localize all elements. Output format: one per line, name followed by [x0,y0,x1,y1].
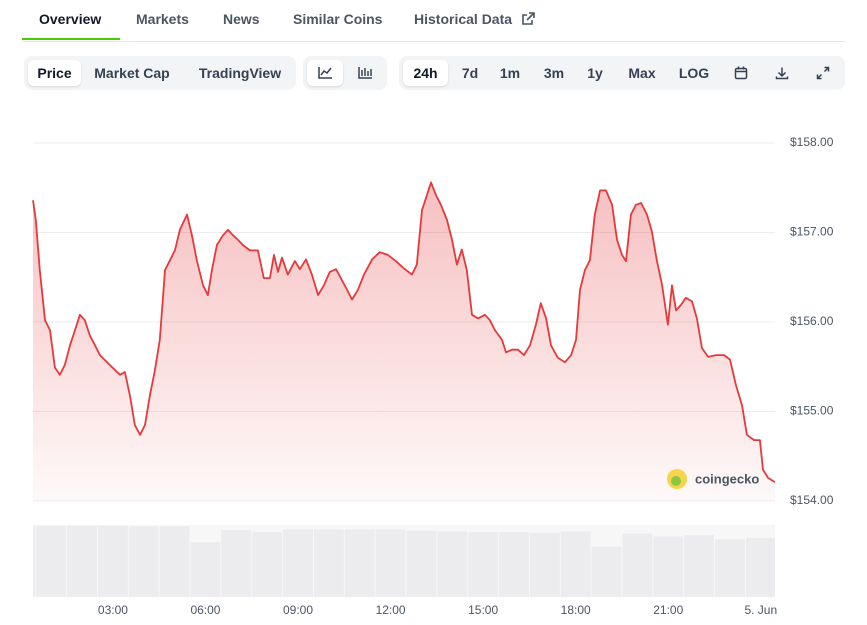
x-tick-label: 15:00 [468,603,498,617]
x-tick-label: 09:00 [283,603,313,617]
tab[interactable]: Overview [39,11,102,27]
volume-bar [745,537,775,597]
tab[interactable]: Similar Coins [293,11,383,27]
candle-chart-button[interactable] [347,60,383,86]
view-button[interactable]: TradingView [198,65,282,81]
tab[interactable]: Historical Data [414,11,513,27]
range-button[interactable]: 24h [403,60,448,86]
volume-bar [499,532,529,597]
volume-bar [97,525,128,597]
tab[interactable]: News [223,11,260,27]
volume-bar [313,529,344,597]
download-button[interactable] [766,60,798,86]
range-button[interactable]: 1m [499,65,521,81]
volume-bar [406,530,437,597]
range-button[interactable]: Max [628,65,656,81]
volume-bar [437,531,468,597]
y-tick-label: $156.00 [790,314,834,328]
range-button[interactable]: 3m [543,65,565,81]
x-tick-label: 18:00 [561,603,591,617]
volume-bar [715,539,745,597]
volume-bar [221,530,252,597]
volume-bar [375,529,406,597]
volume-bar [252,532,283,597]
y-tick-label: $158.00 [790,135,834,149]
volume-bar [283,529,313,597]
y-tick-label: $157.00 [790,225,834,239]
range-button[interactable]: 1y [587,65,603,81]
tab-bar: Overview Markets News Similar Coins Hist… [22,0,845,42]
volume-bar [529,532,560,597]
volume-bar [344,529,375,597]
volume-bar [684,535,715,597]
volume-bar [591,546,622,597]
volume-bar [468,532,499,597]
line-chart-button[interactable] [307,60,343,86]
active-tab-indicator [22,38,120,40]
view-button[interactable]: Price [28,60,81,86]
volume-bar [36,525,67,597]
x-tick-label: 5. Jun [744,603,777,617]
x-tick-label: 03:00 [98,603,128,617]
volume-bar [560,531,591,597]
price-area [33,182,775,501]
y-tick-label: $154.00 [790,493,834,507]
x-tick-label: 06:00 [190,603,220,617]
volume-bar [190,542,221,597]
range-button[interactable]: 7d [461,65,479,81]
chart-style-group [303,56,387,90]
watermark-logo [671,476,681,486]
x-tick-label: 12:00 [376,603,406,617]
price-line [32,181,776,483]
y-tick-label: $155.00 [790,404,834,418]
external-link-icon [522,12,535,25]
log-button[interactable]: LOG [678,65,710,81]
volume-bar [622,533,653,597]
volume-bar [33,526,36,597]
view-group: Price Market Cap TradingView [24,56,296,90]
volume-bar [67,525,97,597]
calendar-button[interactable] [725,60,757,86]
tab[interactable]: Markets [136,11,189,27]
watermark: coingecko [695,471,759,486]
view-button[interactable]: Market Cap [94,65,170,81]
range-group: 24h 7d 1m 3m 1y Max LOG [399,56,845,90]
x-tick-label: 21:00 [653,603,683,617]
fullscreen-button[interactable] [807,60,839,86]
volume-bar [653,536,684,597]
volume-bar [159,526,190,597]
volume-bar [128,526,159,597]
